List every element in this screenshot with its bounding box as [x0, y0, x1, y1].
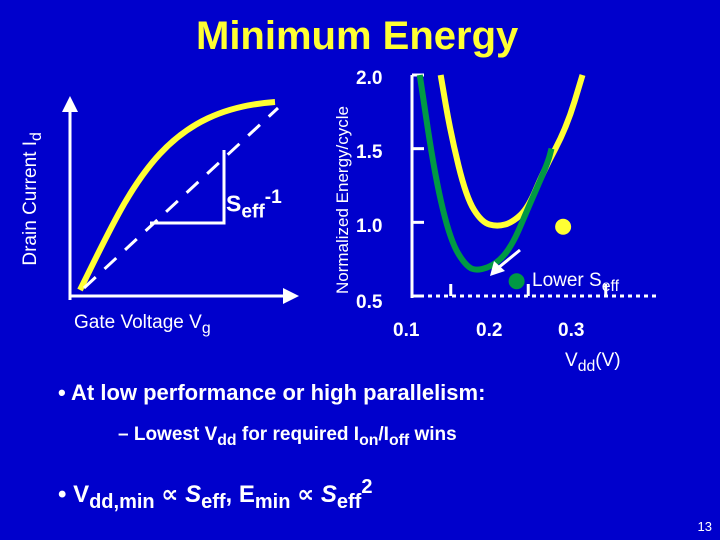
arrow-annotation: Lower Seff	[532, 270, 620, 295]
arrow-head-icon	[490, 261, 505, 276]
right-series	[416, 74, 586, 290]
left-series-yellow	[77, 99, 276, 292]
bullet-2: – Lowest Vdd for required Ion/Ioff wins	[118, 424, 457, 449]
y-tick-label: 1.0	[356, 216, 383, 237]
left-y-label: Drain Current Id	[20, 132, 45, 266]
left-x-label: Gate Voltage Vg	[74, 312, 211, 337]
bullet-3: • Vdd,min ∝ Seff, Emin ∝ Seff2	[58, 476, 373, 513]
series-line-0	[437, 74, 586, 229]
right-ticks	[412, 73, 608, 298]
left-x-arrow-icon	[283, 288, 299, 304]
x-tick-label: 0.3	[558, 320, 585, 341]
marker-point-0	[555, 218, 572, 235]
slope-annotation: Seff-1	[226, 187, 282, 223]
page-number: 13	[697, 519, 712, 534]
slope-triangle	[150, 150, 226, 225]
right-x-label: Vdd(V)	[565, 350, 621, 375]
x-tick-label: 0.1	[393, 320, 420, 341]
page-title: Minimum Energy	[196, 14, 519, 58]
arrow-line	[497, 248, 521, 270]
bullet-1: • At low performance or high parallelism…	[58, 380, 486, 405]
left-y-arrow-icon	[62, 96, 78, 112]
series-line-1	[416, 74, 555, 273]
marker-point-1	[508, 273, 525, 290]
y-tick-label: 0.5	[356, 292, 383, 313]
y-tick-label: 1.5	[356, 142, 383, 163]
x-tick-label: 0.2	[476, 320, 503, 341]
right-y-label: Normalized Energy/cycle	[333, 106, 352, 295]
y-tick-label: 2.0	[356, 68, 383, 89]
